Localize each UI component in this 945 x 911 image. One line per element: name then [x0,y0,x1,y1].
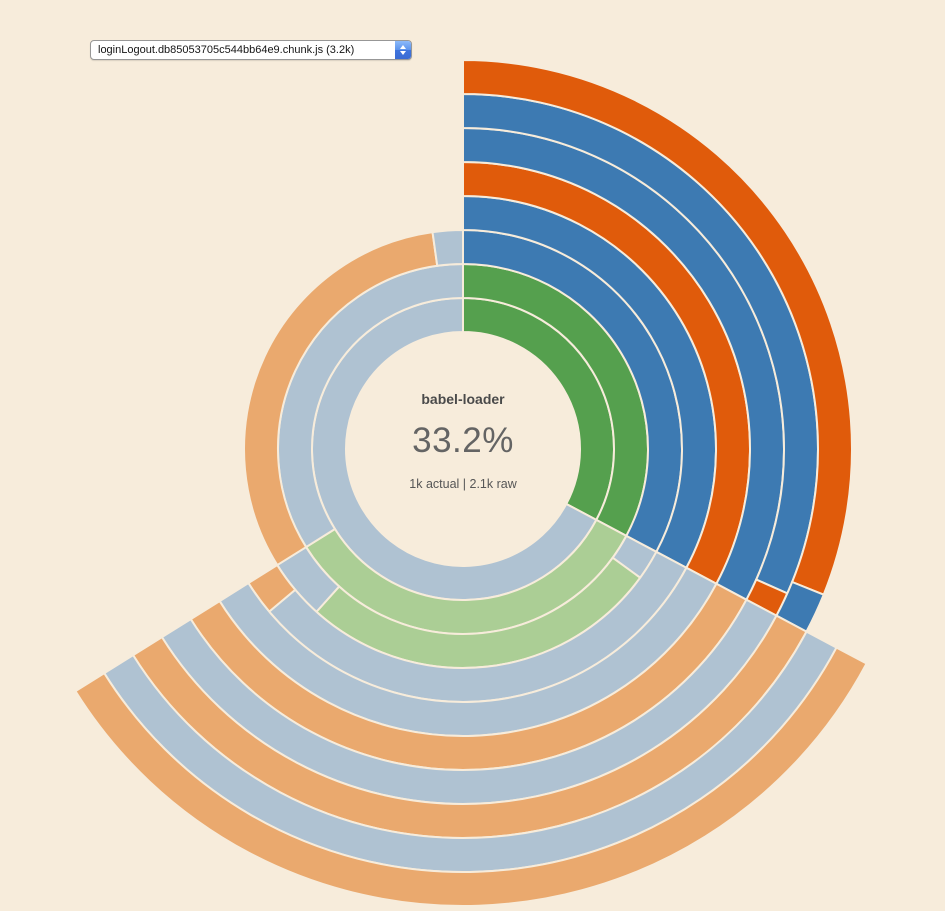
chunk-file-select-value: loginLogout.db85053705c544bb64e9.chunk.j… [98,44,355,56]
chunk-file-select[interactable]: loginLogout.db85053705c544bb64e9.chunk.j… [90,40,412,60]
sunburst-segment[interactable] [431,228,464,267]
chevron-down-icon [400,51,406,55]
select-stepper-icon [395,41,411,59]
sunburst-segment[interactable] [74,646,868,907]
chevron-up-icon [400,45,406,49]
